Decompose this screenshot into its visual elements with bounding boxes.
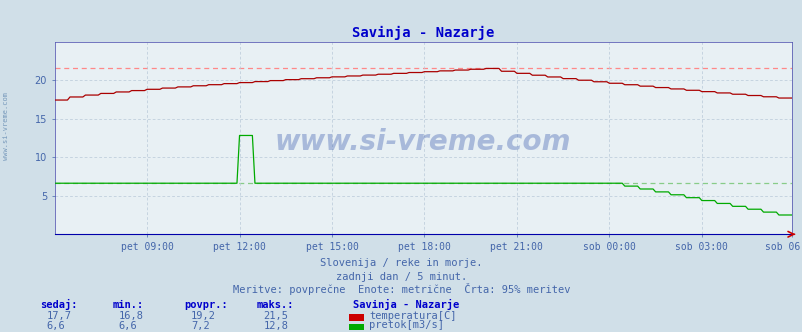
Text: pretok[m3/s]: pretok[m3/s] [369,320,444,330]
Text: Meritve: povprečne  Enote: metrične  Črta: 95% meritev: Meritve: povprečne Enote: metrične Črta:… [233,284,569,295]
Text: maks.:: maks.: [257,300,294,310]
Text: 7,2: 7,2 [191,321,209,331]
Text: temperatura[C]: temperatura[C] [369,311,456,321]
Text: 12,8: 12,8 [263,321,288,331]
Text: 21,5: 21,5 [263,311,288,321]
Text: 19,2: 19,2 [191,311,216,321]
Text: www.si-vreme.com: www.si-vreme.com [274,127,571,156]
Text: 17,7: 17,7 [47,311,71,321]
Text: 16,8: 16,8 [119,311,144,321]
Text: 6,6: 6,6 [47,321,65,331]
Title: Savinja - Nazarje: Savinja - Nazarje [351,26,494,40]
Text: sedaj:: sedaj: [40,299,78,310]
Text: www.si-vreme.com: www.si-vreme.com [3,92,10,160]
Text: 6,6: 6,6 [119,321,137,331]
Text: Slovenija / reke in morje.: Slovenija / reke in morje. [320,258,482,268]
Text: povpr.:: povpr.: [184,300,228,310]
Text: Savinja - Nazarje: Savinja - Nazarje [353,299,459,310]
Text: min.:: min.: [112,300,144,310]
Text: zadnji dan / 5 minut.: zadnji dan / 5 minut. [335,272,467,282]
